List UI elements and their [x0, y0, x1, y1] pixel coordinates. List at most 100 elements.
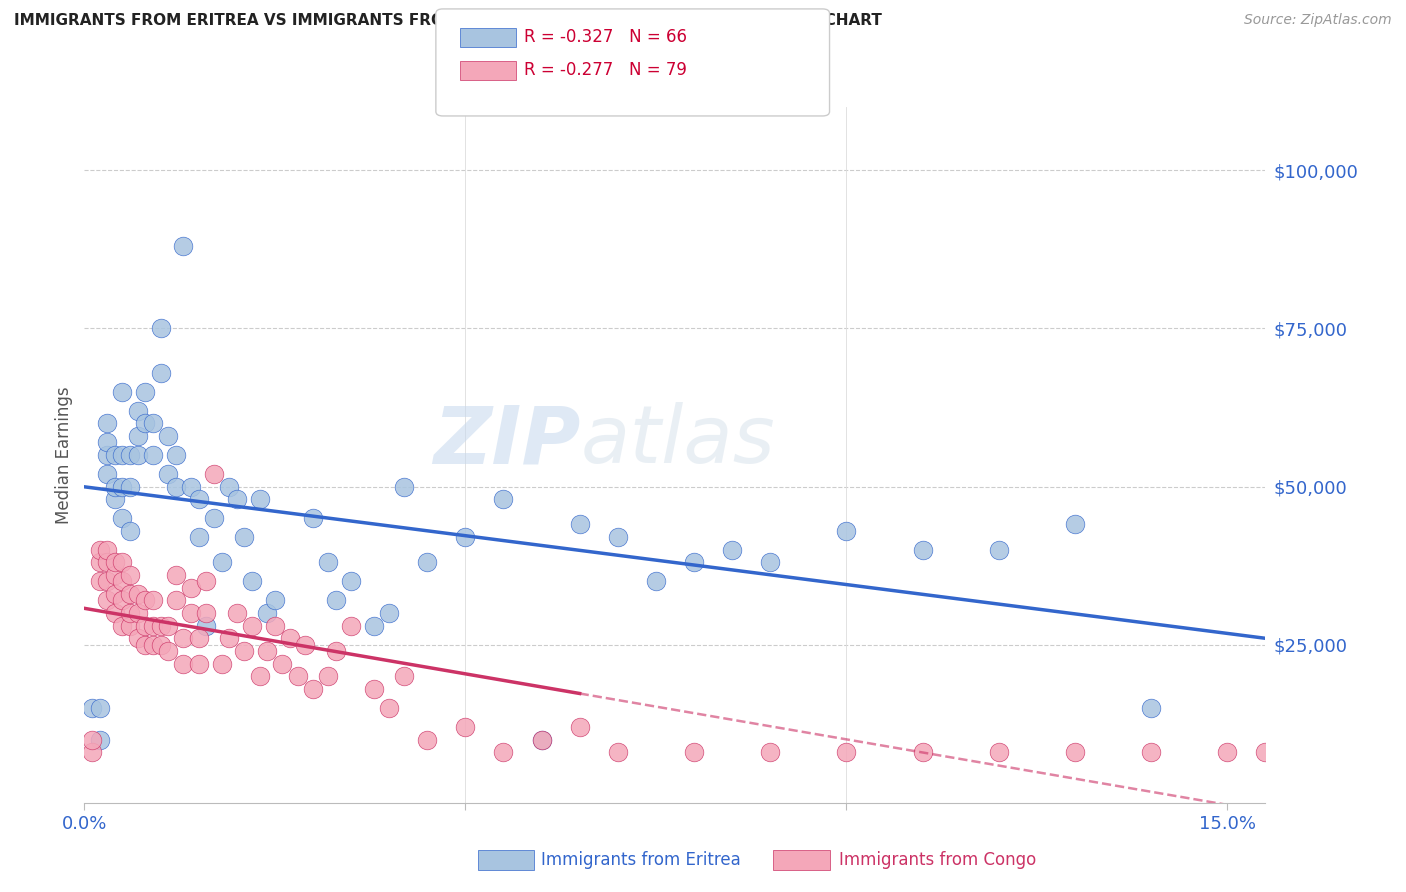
- Point: [165, 568, 187, 582]
- Point: [302, 511, 325, 525]
- Point: [835, 745, 858, 759]
- Point: [249, 669, 271, 683]
- Point: [225, 606, 247, 620]
- Point: [134, 593, 156, 607]
- Point: [89, 701, 111, 715]
- Point: [142, 638, 165, 652]
- Point: [911, 542, 934, 557]
- Point: [195, 606, 218, 620]
- Point: [104, 568, 127, 582]
- Point: [202, 511, 225, 525]
- Text: IMMIGRANTS FROM ERITREA VS IMMIGRANTS FROM CONGO MEDIAN EARNINGS CORRELATION CHA: IMMIGRANTS FROM ERITREA VS IMMIGRANTS FR…: [14, 13, 882, 29]
- Point: [104, 492, 127, 507]
- Point: [278, 632, 301, 646]
- Point: [120, 568, 142, 582]
- Point: [157, 429, 180, 443]
- Point: [180, 479, 202, 493]
- Point: [127, 632, 149, 646]
- Point: [218, 479, 240, 493]
- Point: [104, 448, 127, 462]
- Point: [683, 745, 706, 759]
- Point: [325, 593, 347, 607]
- Point: [218, 632, 240, 646]
- Point: [187, 657, 209, 671]
- Point: [134, 417, 156, 431]
- Point: [127, 403, 149, 417]
- Point: [80, 732, 103, 747]
- Text: R = -0.277   N = 79: R = -0.277 N = 79: [524, 62, 688, 79]
- Point: [240, 618, 263, 632]
- Point: [157, 644, 180, 658]
- Point: [96, 448, 118, 462]
- Point: [134, 384, 156, 399]
- Point: [271, 657, 294, 671]
- Point: [104, 479, 127, 493]
- Point: [111, 618, 134, 632]
- Point: [111, 479, 134, 493]
- Point: [134, 638, 156, 652]
- Point: [911, 745, 934, 759]
- Point: [225, 492, 247, 507]
- Point: [1140, 701, 1163, 715]
- Point: [120, 448, 142, 462]
- Point: [721, 542, 744, 557]
- Point: [149, 321, 172, 335]
- Text: atlas: atlas: [581, 402, 775, 480]
- Point: [111, 556, 134, 570]
- Point: [987, 542, 1010, 557]
- Point: [1064, 745, 1087, 759]
- Point: [1064, 517, 1087, 532]
- Point: [111, 511, 134, 525]
- Point: [233, 530, 256, 544]
- Point: [187, 530, 209, 544]
- Point: [89, 732, 111, 747]
- Point: [363, 681, 385, 696]
- Point: [111, 384, 134, 399]
- Y-axis label: Median Earnings: Median Earnings: [55, 386, 73, 524]
- Point: [454, 530, 477, 544]
- Point: [568, 720, 591, 734]
- Point: [89, 574, 111, 589]
- Point: [416, 732, 439, 747]
- Point: [120, 524, 142, 538]
- Point: [149, 638, 172, 652]
- Point: [233, 644, 256, 658]
- Point: [187, 632, 209, 646]
- Point: [142, 417, 165, 431]
- Point: [340, 574, 363, 589]
- Point: [80, 701, 103, 715]
- Point: [394, 669, 416, 683]
- Point: [211, 657, 233, 671]
- Point: [127, 606, 149, 620]
- Point: [96, 556, 118, 570]
- Point: [1254, 745, 1277, 759]
- Point: [180, 606, 202, 620]
- Point: [378, 606, 401, 620]
- Point: [104, 587, 127, 601]
- Point: [120, 587, 142, 601]
- Point: [363, 618, 385, 632]
- Point: [120, 479, 142, 493]
- Point: [644, 574, 666, 589]
- Point: [149, 366, 172, 380]
- Point: [142, 593, 165, 607]
- Point: [492, 745, 515, 759]
- Point: [378, 701, 401, 715]
- Point: [325, 644, 347, 658]
- Point: [606, 745, 628, 759]
- Point: [606, 530, 628, 544]
- Point: [683, 556, 706, 570]
- Point: [195, 618, 218, 632]
- Point: [987, 745, 1010, 759]
- Point: [263, 618, 285, 632]
- Point: [80, 745, 103, 759]
- Point: [530, 732, 553, 747]
- Point: [294, 638, 316, 652]
- Text: R = -0.327   N = 66: R = -0.327 N = 66: [524, 29, 688, 46]
- Point: [127, 448, 149, 462]
- Point: [172, 657, 194, 671]
- Point: [165, 479, 187, 493]
- Point: [240, 574, 263, 589]
- Point: [759, 556, 782, 570]
- Point: [96, 574, 118, 589]
